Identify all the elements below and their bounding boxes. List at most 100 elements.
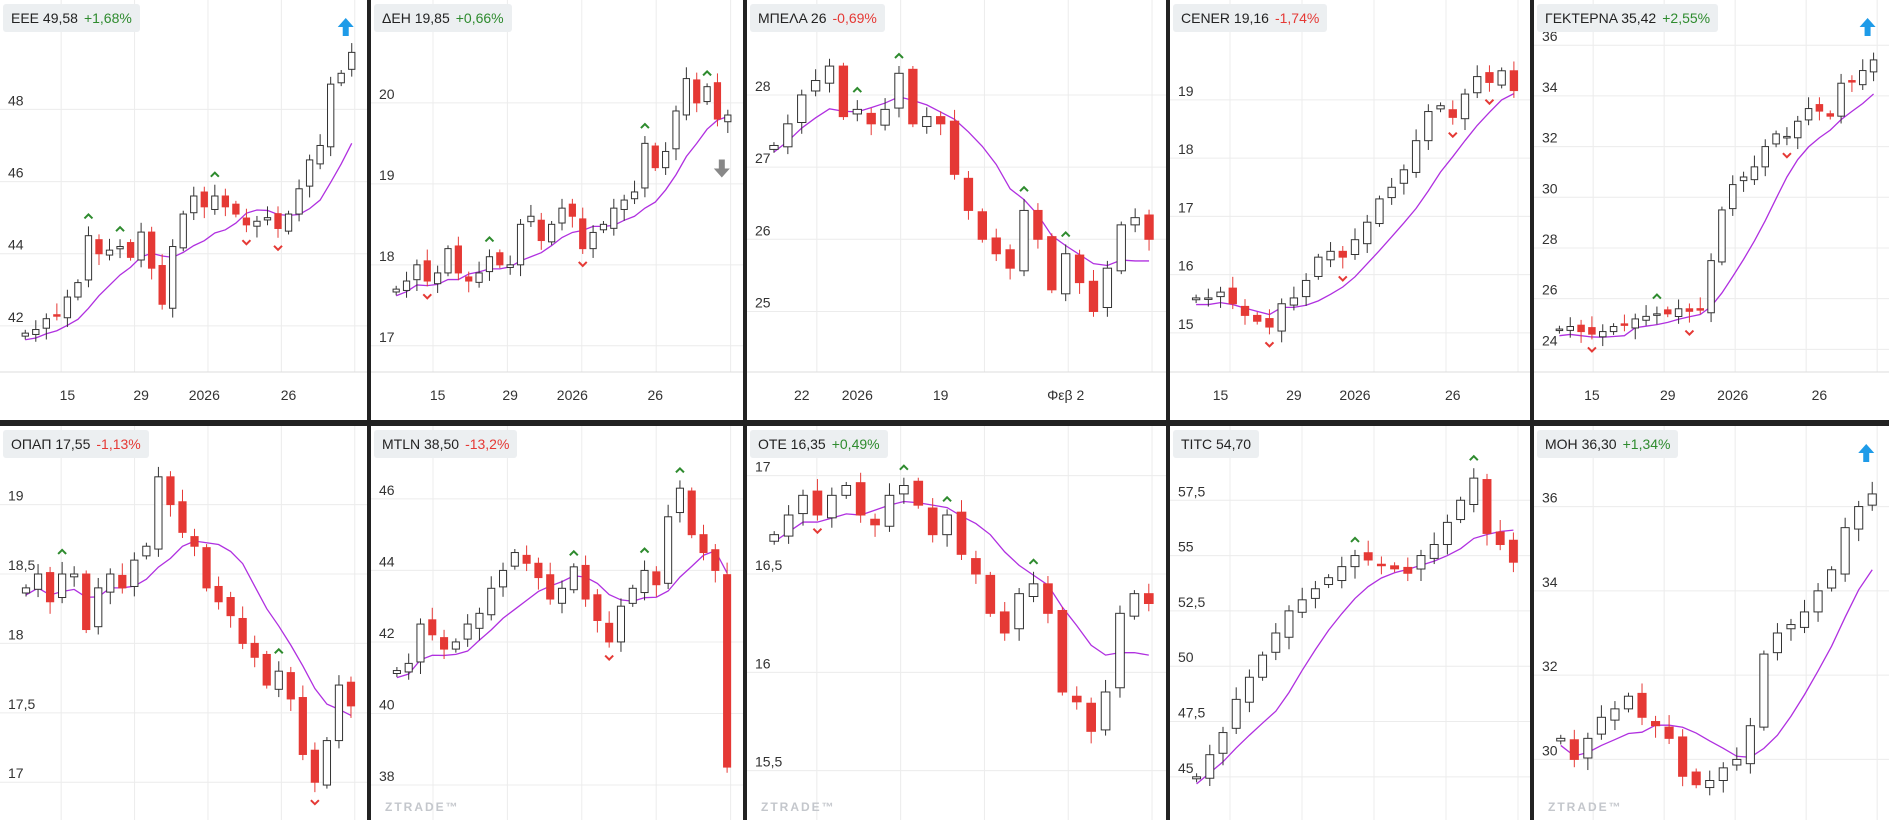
y-axis-label: 16 [755,655,771,671]
candle [1826,110,1834,120]
ticker-badge[interactable]: ΟΠΑΠ 17,55 -1,13% [3,430,149,458]
candle-body [1867,493,1877,506]
candle [53,303,61,321]
candle [1854,500,1864,542]
ticker-badge[interactable]: ΜΠΕΛΑ 26 -0,69% [750,4,885,32]
candle-body [242,217,251,226]
candle [94,577,103,635]
ticker-badge[interactable]: MTLN 38,50 -13,2% [374,430,518,458]
ticker-badge[interactable]: ΟΤΕ 16,35 +0,49% [750,430,888,458]
candle-body [1678,736,1688,777]
y-axis-label: 28 [755,78,771,94]
y-axis-label: 42 [379,625,395,641]
candle [214,576,223,610]
candle [95,234,103,266]
y-axis-label: 26 [1542,282,1558,298]
candle [548,221,556,246]
chart-panel-1[interactable]: ΔΕΗ 19,85 +0,66% 17 18 19 20 15 29 2026 26 [371,0,743,420]
ticker-badge[interactable]: CENER 19,16 -1,74% [1173,4,1328,32]
chart-panel-3[interactable]: CENER 19,16 -1,74% 15 16 17 18 19 15 29 2026 26 [1170,0,1530,420]
candle-body [640,569,649,594]
candle-body [1750,166,1759,181]
chevron-up-icon [1350,536,1360,543]
ticker-badge[interactable]: ΕΕΕ 49,58 +1,68% [3,4,140,32]
candle-body [1609,326,1618,333]
candle-body [1191,297,1201,301]
candle [1258,651,1268,681]
candle-body [534,562,543,579]
y-axis-label: 32 [1542,130,1558,146]
candle-body [703,86,711,103]
candle-body [922,116,932,127]
candle-body [527,215,535,223]
y-axis-label: 44 [379,553,395,569]
candle-body [651,145,659,169]
y-axis-label: 17 [8,765,24,781]
candle-body [1555,328,1564,332]
chart-panel-6[interactable]: MTLN 38,50 -13,2% ZTRADE™ 38 40 42 44 46 [371,426,743,820]
candle-body [1761,146,1769,168]
candle [1205,744,1215,787]
candle [58,561,67,604]
candle [880,98,890,131]
candle [1310,580,1320,609]
candle-body [620,199,628,210]
candle-body [1314,256,1323,277]
ticker-change: -0,69% [832,10,877,26]
candle-body [1399,169,1409,184]
candle [238,606,247,650]
ticker-symbol: ΟΠΑΠ [11,436,52,452]
y-axis-label: 44 [8,237,24,253]
ticker-badge[interactable]: ΔΕΗ 19,85 +0,66% [374,4,512,32]
chevron-up-icon [569,549,579,557]
chart-panel-9[interactable]: ΜΟΗ 36,30 +1,34% ZTRADE™ 30 32 34 36 [1534,426,1889,820]
y-axis-label: 17,5 [8,696,35,712]
candle-body [1739,176,1748,182]
y-axis-label: 28 [1542,231,1558,247]
ticker-badge[interactable]: ΜΟΗ 36,30 +1,34% [1537,430,1679,458]
y-axis-label: 20 [379,86,395,102]
candle [1664,306,1672,318]
candle [63,289,72,328]
candle-body [558,207,566,224]
candle [274,661,283,698]
candle [284,210,293,235]
candle [428,607,437,641]
chart-panel-4[interactable]: ΓΕΚΤΕΡΝΑ 35,42 +2,55% 24 26 28 30 32 34 36 15 29 20… [1534,0,1889,420]
candle-body [569,566,578,591]
candle [137,222,145,268]
candle [416,618,425,675]
candle-body [316,144,324,165]
candle-body [1653,313,1661,316]
candle [232,200,240,218]
candle-body [451,641,460,650]
ticker-badge[interactable]: ΓΕΚΤΕΡΝΑ 35,42 +2,55% [1537,4,1719,32]
chart-panel-5[interactable]: ΟΠΑΠ 17,55 -1,13% 17 17,5 18 18,5 19 [0,426,367,820]
candle [769,142,779,153]
chart-panel-0[interactable]: ΕΕΕ 49,58 +1,68% 42 44 46 48 15 29 2026 26 [0,0,367,420]
ticker-badge[interactable]: TITC 54,70 [1173,430,1260,458]
candle-body [935,116,946,125]
candle [522,545,531,572]
chart-panel-7[interactable]: ΟΤΕ 16,35 +0,49% ZTRADE™ 15,5 16 16,5 17 [747,426,1166,820]
candle-body [32,329,40,335]
candle-body [42,318,50,329]
candle [628,584,637,607]
candle [1651,715,1661,738]
chart-panel-8[interactable]: TITC 54,70 45 47,5 50 52,5 55 57,5 [1170,426,1530,820]
candle-body [416,623,425,663]
chevron-up-icon [1652,293,1662,300]
chart-panel-2[interactable]: ΜΠΕΛΑ 26 -0,69% 25 26 27 28 22 2026 19 Φεβ 2 [747,0,1166,420]
x-axis-label: 26 [647,387,663,403]
candle [226,591,235,628]
chevron-up-icon [675,466,685,474]
candle-body [1794,120,1802,139]
candle [942,509,952,547]
candle [1240,299,1250,325]
x-axis-label: 15 [60,387,76,403]
candle [1337,556,1347,589]
candle [1772,130,1780,148]
candle-body [1469,477,1479,505]
candle-body [1265,318,1274,328]
candle [699,524,708,561]
